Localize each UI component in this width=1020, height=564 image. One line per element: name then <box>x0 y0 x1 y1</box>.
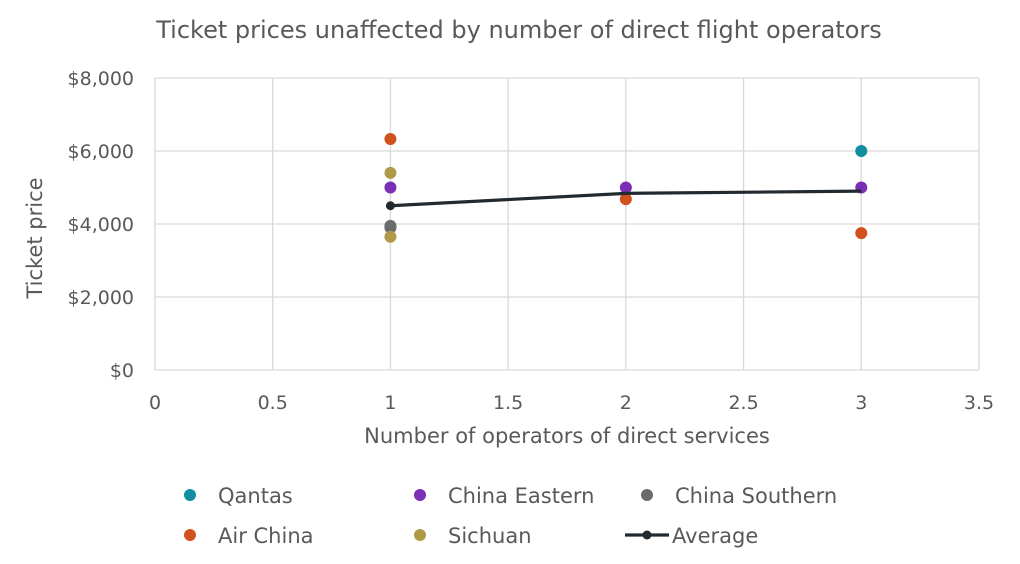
point-sichuan <box>384 166 397 179</box>
x-tick-label: 0 <box>149 392 161 414</box>
legend-marker <box>414 529 426 541</box>
line-average <box>390 189 862 208</box>
legend-label: Air China <box>218 524 314 548</box>
legend-item-sichuan: Sichuan <box>414 524 532 548</box>
legend-marker <box>414 489 426 501</box>
point-qantas <box>855 145 868 157</box>
legend-item-china-southern: China Southern <box>641 484 837 508</box>
legend-label: Average <box>672 524 758 548</box>
x-tick-labels: 0 0.5 1 1.5 2 2.5 3 3.5 <box>149 392 994 414</box>
legend-marker <box>642 530 652 540</box>
x-axis-label: Number of operators of direct services <box>364 424 770 448</box>
point-china-eastern <box>384 181 397 194</box>
point-china-eastern <box>619 181 632 194</box>
point-sichuan <box>384 230 397 243</box>
series-layer <box>384 132 868 243</box>
series-sichuan <box>384 166 397 243</box>
series-air-china <box>384 132 868 240</box>
legend: Qantas China Eastern China Southern Air Chi… <box>184 484 837 548</box>
legend-item-china-eastern: China Eastern <box>414 484 594 508</box>
grid <box>154 77 980 371</box>
series-qantas <box>855 145 868 157</box>
y-tick-labels: $0 $2,000 $4,000 $6,000 $8,000 <box>68 68 134 382</box>
series-average <box>385 189 862 211</box>
legend-label: China Southern <box>675 484 837 508</box>
y-tick-label: $4,000 <box>68 214 134 236</box>
series-china-southern <box>384 219 397 234</box>
y-axis-label: Ticket price <box>23 177 47 299</box>
legend-marker <box>641 489 653 501</box>
x-tick-label: 2 <box>620 392 632 414</box>
y-tick-label: $0 <box>110 360 134 382</box>
point-air-china <box>619 193 632 206</box>
legend-label: China Eastern <box>448 484 594 508</box>
chart-title: Ticket prices unaffected by number of di… <box>155 16 882 44</box>
x-tick-label: 3 <box>855 392 867 414</box>
x-tick-label: 1 <box>384 392 396 414</box>
legend-marker <box>184 529 196 541</box>
point-china-southern <box>384 221 397 234</box>
x-tick-label: 0.5 <box>258 392 288 414</box>
point-air-china <box>855 227 868 240</box>
legend-item-air-china: Air China <box>184 524 314 548</box>
legend-item-qantas: Qantas <box>184 484 293 508</box>
series-china-eastern <box>384 181 868 194</box>
y-tick-label: $8,000 <box>68 68 134 90</box>
legend-marker <box>184 489 196 501</box>
y-tick-label: $2,000 <box>68 287 134 309</box>
point-air-china <box>384 132 397 145</box>
y-tick-label: $6,000 <box>68 141 134 163</box>
point-average <box>385 201 395 211</box>
legend-label: Qantas <box>218 484 293 508</box>
x-tick-label: 3.5 <box>964 392 994 414</box>
legend-label: Sichuan <box>448 524 532 548</box>
x-tick-label: 2.5 <box>728 392 758 414</box>
legend-item-average: Average <box>625 524 758 548</box>
x-tick-label: 1.5 <box>493 392 523 414</box>
